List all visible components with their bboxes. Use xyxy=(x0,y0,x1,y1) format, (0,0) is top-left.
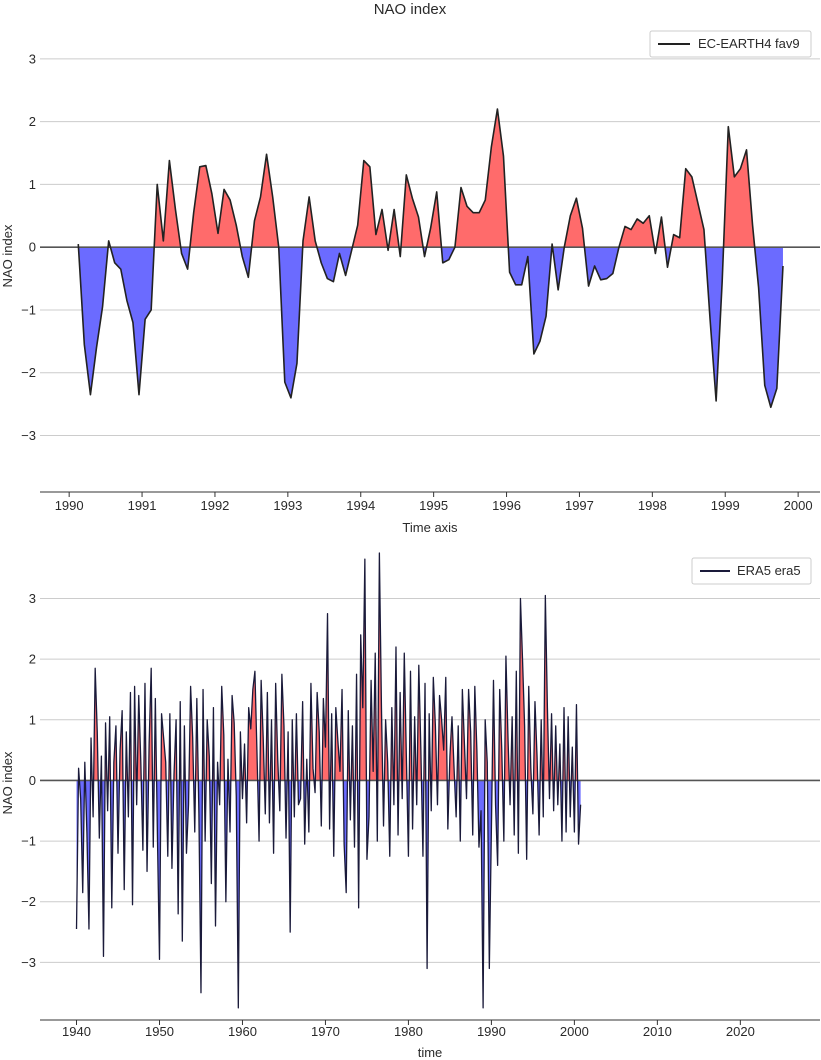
top-x-tick-label: 1999 xyxy=(711,498,740,513)
bottom-x-axis-label: time xyxy=(418,1045,443,1060)
top-legend-label: EC-EARTH4 fav9 xyxy=(698,36,800,51)
bottom-x-tick-label: 1990 xyxy=(477,1024,506,1039)
bottom-x-tick-label: 2010 xyxy=(643,1024,672,1039)
top-x-tick-label: 2000 xyxy=(784,498,813,513)
bottom-negative-area xyxy=(76,780,581,1008)
top-y-tick-label: 3 xyxy=(29,51,36,66)
figure-title: NAO index xyxy=(374,1,447,18)
bottom-x-ticks: 1940 1950 1960 1970 1980 1990 2000 2010 2020 xyxy=(62,1024,755,1039)
top-y-tick-label: −1 xyxy=(21,302,36,317)
top-nao-series-line xyxy=(77,108,784,409)
bottom-x-tick-label: 1970 xyxy=(311,1024,340,1039)
bottom-x-axis xyxy=(40,1019,820,1025)
top-x-axis xyxy=(40,491,820,497)
bottom-y-tick-label: 3 xyxy=(29,591,36,606)
top-x-axis-label: Time axis xyxy=(402,520,458,535)
top-y-tick-label: 0 xyxy=(29,240,36,255)
bottom-nao-series-line xyxy=(75,552,582,1009)
bottom-y-tick-label: −1 xyxy=(21,834,36,849)
top-y-axis-label: NAO index xyxy=(0,224,15,287)
top-x-tick-label: 1991 xyxy=(128,498,157,513)
top-x-ticks: 1990 1991 1992 1993 1994 1995 1996 1997 1998 1999… xyxy=(55,498,813,513)
bottom-x-tick-label: 1940 xyxy=(62,1024,91,1039)
top-x-tick-label: 1998 xyxy=(638,498,667,513)
top-x-tick-label: 1997 xyxy=(565,498,594,513)
chart-bottom: −3 −2 −1 0 1 2 3 1940 1950 1960 1970 1980 1990 2000 2… xyxy=(0,552,820,1060)
bottom-legend: ERA5 era5 xyxy=(691,557,812,585)
top-y-tick-label: 2 xyxy=(29,114,36,129)
bottom-y-tick-label: −3 xyxy=(21,955,36,970)
bottom-x-tick-label: 1960 xyxy=(228,1024,257,1039)
bottom-x-tick-label: 1980 xyxy=(394,1024,423,1039)
top-x-tick-label: 1994 xyxy=(346,498,375,513)
top-x-tick-label: 1992 xyxy=(200,498,229,513)
top-x-tick-label: 1995 xyxy=(419,498,448,513)
top-x-tick-label: 1996 xyxy=(492,498,521,513)
bottom-y-axis-label: NAO index xyxy=(0,751,15,814)
bottom-y-tick-label: 1 xyxy=(29,712,36,727)
top-y-tick-label: −2 xyxy=(21,365,36,380)
top-x-tick-label: 1990 xyxy=(55,498,84,513)
top-y-ticks: −3 −2 −1 0 1 2 3 xyxy=(21,51,36,443)
bottom-legend-label: ERA5 era5 xyxy=(737,563,801,578)
bottom-y-ticks: −3 −2 −1 0 1 2 3 xyxy=(21,591,36,970)
bottom-y-tick-label: 2 xyxy=(29,652,36,667)
top-legend: EC-EARTH4 fav9 xyxy=(649,30,812,58)
top-x-tick-label: 1993 xyxy=(273,498,302,513)
top-area-fills xyxy=(78,109,783,408)
top-series-line xyxy=(77,108,784,409)
top-negative-area xyxy=(78,247,783,408)
bottom-y-tick-label: 0 xyxy=(29,773,36,788)
top-y-tick-label: 1 xyxy=(29,177,36,192)
bottom-y-tick-label: −2 xyxy=(21,894,36,909)
top-legend-box xyxy=(649,30,812,58)
bottom-legend-box xyxy=(691,557,812,585)
bottom-series-line xyxy=(75,552,582,1009)
bottom-x-tick-label: 2000 xyxy=(560,1024,589,1039)
bottom-x-tick-label: 1950 xyxy=(145,1024,174,1039)
bottom-x-tick-label: 2020 xyxy=(726,1024,755,1039)
top-y-tick-label: −3 xyxy=(21,428,36,443)
